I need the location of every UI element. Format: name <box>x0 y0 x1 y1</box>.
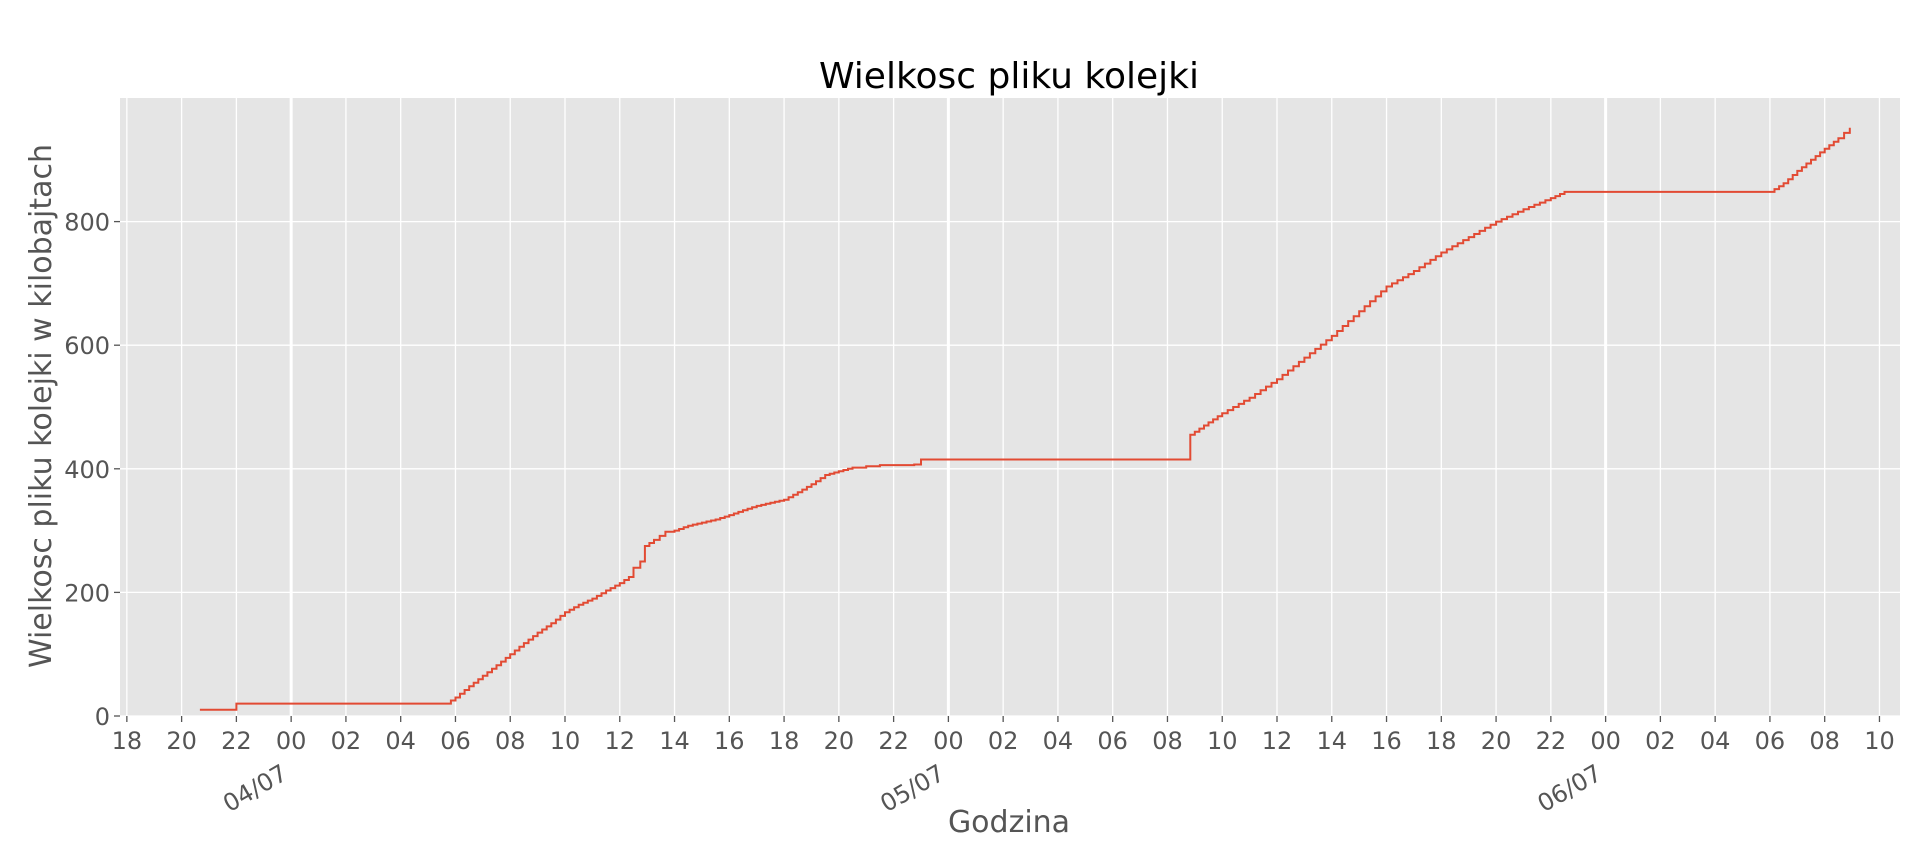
x-tick-label: 06 <box>1755 727 1786 755</box>
x-tick-label: 10 <box>1207 727 1238 755</box>
x-tick-label: 20 <box>1481 727 1512 755</box>
date-tick-label: 04/07 <box>218 759 292 818</box>
x-axis-ticks: 18 20 22 00 02 04 06 08 10 12 14 16 18 20 22 00 02 04 06 08… <box>112 716 1895 755</box>
x-tick-label: 20 <box>824 727 855 755</box>
x-tick-label: 02 <box>1645 727 1676 755</box>
y-tick-label: 0 <box>95 703 110 731</box>
x-tick-label: 10 <box>550 727 581 755</box>
y-tick-label: 400 <box>64 456 110 484</box>
chart-title: Wielkosc pliku kolejki <box>819 56 1199 97</box>
x-tick-label: 16 <box>714 727 745 755</box>
x-tick-label: 04 <box>1700 727 1731 755</box>
x-tick-label: 04 <box>385 727 416 755</box>
x-tick-label: 22 <box>878 727 909 755</box>
y-axis-label: Wielkosc pliku kolejki w kilobajtach <box>24 144 59 668</box>
x-tick-label: 08 <box>495 727 526 755</box>
date-ticks: 04/07 05/07 06/07 <box>218 759 1606 818</box>
series-layer <box>199 127 1851 711</box>
x-tick-label: 00 <box>1590 727 1621 755</box>
x-tick-label: 02 <box>988 727 1019 755</box>
x-tick-label: 08 <box>1809 727 1840 755</box>
x-tick-label: 14 <box>1316 727 1347 755</box>
y-axis-ticks: 0 200 400 600 800 <box>64 209 120 731</box>
x-tick-label: 00 <box>933 727 964 755</box>
x-tick-label: 10 <box>1864 727 1895 755</box>
x-axis-label: Godzina <box>948 805 1070 840</box>
x-tick-label: 08 <box>1152 727 1183 755</box>
x-tick-label: 00 <box>276 727 307 755</box>
x-tick-label: 02 <box>331 727 362 755</box>
x-tick-label: 06 <box>1097 727 1128 755</box>
x-tick-label: 12 <box>1262 727 1293 755</box>
x-tick-label: 22 <box>1536 727 1567 755</box>
x-tick-label: 18 <box>112 727 143 755</box>
y-tick-label: 600 <box>64 332 110 360</box>
x-tick-label: 18 <box>769 727 800 755</box>
y-tick-label: 800 <box>64 209 110 237</box>
series-line <box>199 127 1851 711</box>
x-tick-label: 18 <box>1426 727 1457 755</box>
plot-area <box>120 98 1900 716</box>
x-tick-label: 06 <box>440 727 471 755</box>
x-tick-label: 12 <box>604 727 635 755</box>
date-tick-label: 06/07 <box>1533 759 1607 818</box>
x-tick-label: 14 <box>659 727 690 755</box>
x-tick-label: 16 <box>1371 727 1402 755</box>
y-tick-label: 200 <box>64 579 110 607</box>
date-tick-label: 05/07 <box>875 759 949 818</box>
x-tick-label: 22 <box>221 727 252 755</box>
x-tick-label: 20 <box>166 727 197 755</box>
x-tick-label: 04 <box>1043 727 1074 755</box>
